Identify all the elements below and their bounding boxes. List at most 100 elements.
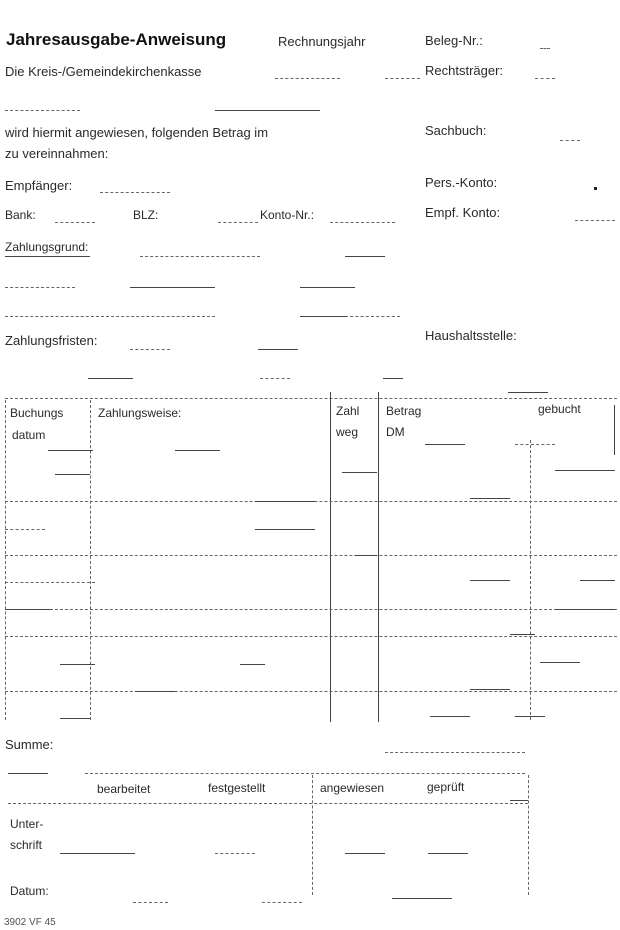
table-row[interactable] [48, 450, 93, 451]
table-col-divider [90, 400, 91, 720]
col-zahlweg-1: Zahl [336, 404, 360, 418]
signature-top-line [8, 773, 48, 774]
table-row[interactable] [555, 609, 615, 610]
rechtstraeger-field[interactable] [535, 78, 555, 79]
unterschrift-geprueft[interactable] [428, 853, 468, 854]
signature-divider [312, 775, 313, 895]
table-col-divider [530, 440, 531, 720]
summe-field[interactable] [385, 752, 525, 753]
table-row[interactable] [5, 609, 617, 610]
table-row[interactable] [175, 450, 220, 451]
table-row[interactable] [55, 474, 90, 475]
table-row[interactable] [5, 582, 95, 583]
empf-konto-field[interactable] [575, 220, 615, 221]
table-row[interactable] [510, 634, 535, 635]
label-konto-nr: Konto-Nr.: [260, 208, 315, 222]
label-zahlungsfristen: Zahlungsfristen: [5, 333, 98, 348]
blz-field[interactable] [218, 222, 258, 223]
table-header-underline [515, 444, 555, 445]
table-row[interactable] [470, 498, 510, 499]
zahlungsgrund-line-2b[interactable] [130, 287, 215, 288]
table-row[interactable] [355, 555, 377, 556]
table-left-border [5, 400, 6, 720]
zahlungsgrund-line-2c[interactable] [300, 287, 355, 288]
table-row[interactable] [580, 580, 615, 581]
col-betrag-1: Betrag [386, 404, 422, 418]
mark-dot [594, 187, 597, 190]
blank-line [5, 110, 80, 111]
col-zahlweg-2: weg [336, 425, 359, 439]
form-title: Jahresausgabe-Anweisung [6, 30, 227, 49]
kasse-field[interactable] [275, 78, 340, 79]
zahlungsgrund-line-3b[interactable] [300, 316, 345, 317]
label-beleg-nr: Beleg-Nr.: [425, 33, 483, 48]
label-pers-konto: Pers.-Konto: [425, 175, 498, 190]
zahlungsgrund-line-2[interactable] [5, 287, 75, 288]
table-header-underline [425, 444, 465, 445]
datum-bearbeitet[interactable] [133, 902, 168, 903]
table-row[interactable] [60, 718, 90, 719]
unterschrift-festgestellt[interactable] [215, 853, 255, 854]
beleg-nr-field[interactable] [540, 48, 550, 49]
zahlungsfristen-field-2[interactable] [258, 349, 298, 350]
label-rechtstraeger: Rechtsträger: [425, 63, 504, 78]
signature-divider [528, 775, 529, 895]
blank-line [88, 378, 133, 379]
unterschrift-angewiesen[interactable] [345, 853, 385, 854]
label-bearbeitet: bearbeitet [97, 782, 151, 796]
table-col-divider [378, 392, 379, 722]
table-row[interactable] [470, 580, 510, 581]
table-row[interactable] [255, 529, 315, 530]
konto-nr-field[interactable] [330, 222, 395, 223]
col-gebucht: gebucht [538, 402, 581, 416]
kasse-field-2[interactable] [385, 78, 420, 79]
table-row[interactable] [5, 636, 617, 637]
label-summe: Summe: [5, 737, 54, 752]
datum-festgestellt[interactable] [262, 902, 302, 903]
zahlungsgrund-line-3[interactable] [5, 316, 215, 317]
label-bank: Bank: [5, 208, 36, 222]
table-row[interactable] [342, 472, 377, 473]
col-buchungsdatum-1: Buchungs [10, 406, 64, 420]
label-geprueft: geprüft [427, 780, 465, 794]
label-zahlungsgrund: Zahlungsgrund: [5, 240, 89, 254]
zahlungsgrund-field-2[interactable] [345, 256, 385, 257]
form-code: 3902 VF 45 [4, 917, 56, 928]
table-row[interactable] [540, 662, 580, 663]
col-zahlungsweise: Zahlungsweise: [98, 406, 182, 420]
table-row[interactable] [5, 555, 617, 556]
table-row[interactable] [5, 609, 50, 610]
signature-top-line [85, 773, 525, 774]
label-festgestellt: festgestellt [208, 781, 266, 795]
table-row[interactable] [515, 716, 545, 717]
label-angewiesen: angewiesen [320, 781, 385, 795]
table-row[interactable] [135, 691, 175, 692]
table-row[interactable] [430, 716, 470, 717]
table-row[interactable] [470, 689, 510, 690]
label-blz: BLZ: [133, 208, 159, 222]
zahlungsfristen-field[interactable] [130, 349, 170, 350]
table-row[interactable] [60, 664, 95, 665]
datum-angewiesen[interactable] [392, 898, 452, 899]
table-row[interactable] [255, 501, 315, 502]
label-sachbuch: Sachbuch: [425, 123, 487, 138]
label-empfaenger: Empfänger: [5, 178, 73, 193]
empfaenger-field[interactable] [100, 192, 170, 193]
label-unterschrift-1: Unter- [10, 817, 44, 831]
label-empf-konto: Empf. Konto: [425, 205, 501, 220]
table-row[interactable] [5, 691, 617, 692]
zahlungsgrund-field[interactable] [140, 256, 260, 257]
table-row[interactable] [555, 470, 615, 471]
unterschrift-bearbeitet[interactable] [60, 853, 135, 854]
instruction-line-1: wird hiermit angewiesen, folgenden Betra… [5, 125, 269, 140]
label-kasse: Die Kreis-/Gemeindekirchenkasse [5, 64, 202, 79]
bank-field[interactable] [55, 222, 95, 223]
sachbuch-field[interactable] [560, 140, 580, 141]
underline [5, 256, 90, 257]
instruction-line-2: zu vereinnahmen: [5, 146, 109, 161]
label-unterschrift-2: schrift [10, 838, 43, 852]
table-row[interactable] [240, 664, 265, 665]
table-row[interactable] [5, 529, 45, 530]
zahlungsgrund-line-3c[interactable] [345, 316, 400, 317]
label-haushaltsstelle: Haushaltsstelle: [425, 328, 517, 343]
